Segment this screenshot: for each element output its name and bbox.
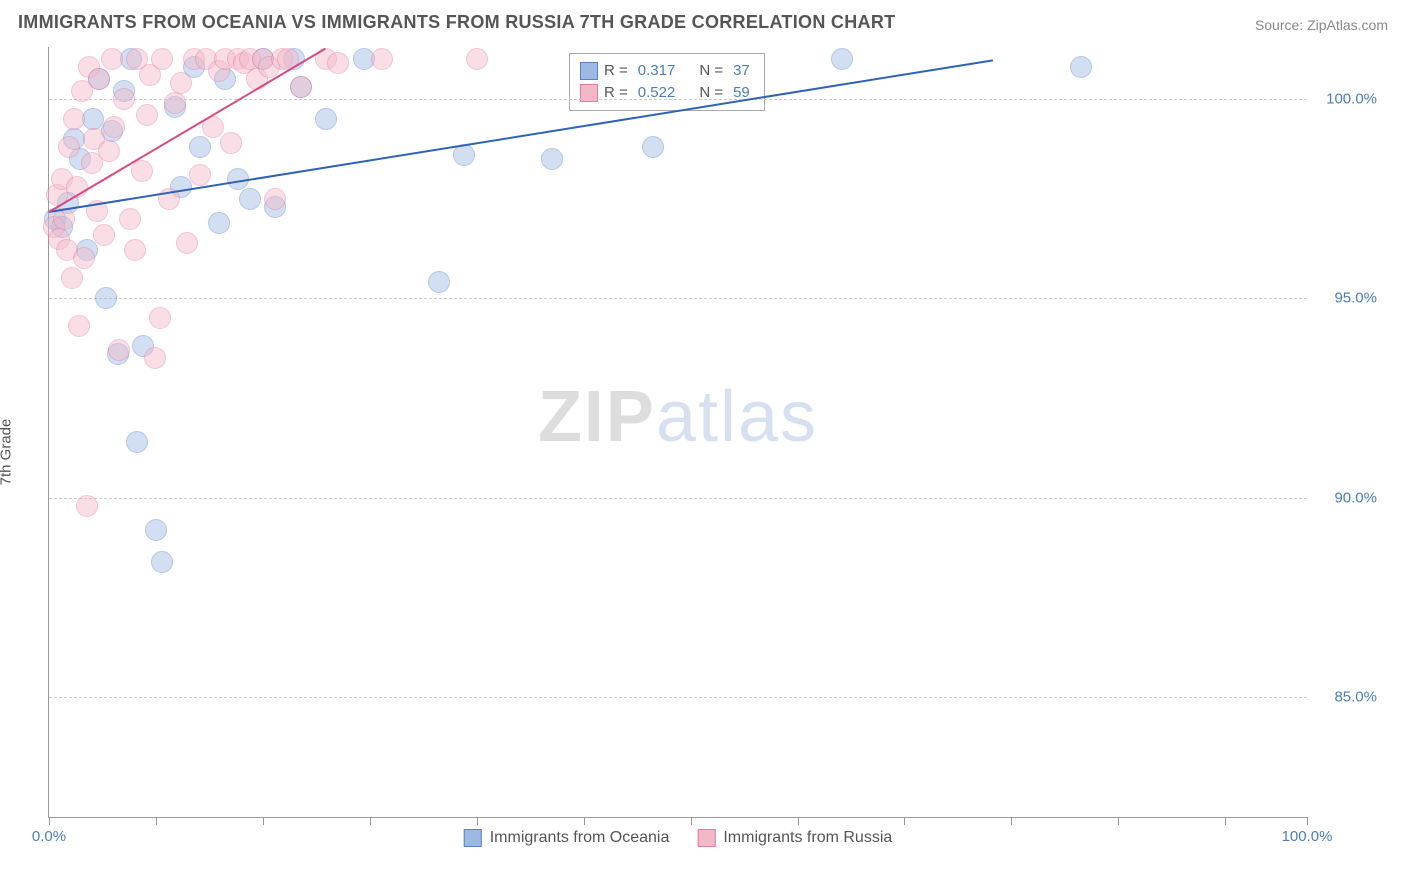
data-point xyxy=(371,48,393,70)
x-tick xyxy=(1307,817,1308,825)
data-point xyxy=(264,188,286,210)
legend-swatch xyxy=(464,829,482,847)
data-point xyxy=(176,232,198,254)
data-point xyxy=(149,307,171,329)
legend-swatch xyxy=(580,62,598,80)
gridline xyxy=(49,298,1307,299)
chart-title: IMMIGRANTS FROM OCEANIA VS IMMIGRANTS FR… xyxy=(18,12,895,33)
data-point xyxy=(189,164,211,186)
x-tick xyxy=(584,817,585,825)
source-attribution: Source: ZipAtlas.com xyxy=(1255,17,1388,33)
data-point xyxy=(208,212,230,234)
chart-container: 7th Grade ZIPatlas R = 0.317 N = 37 R = 0.522… xyxy=(0,37,1406,867)
gridline xyxy=(49,697,1307,698)
data-point xyxy=(73,247,95,269)
data-point xyxy=(327,52,349,74)
data-point xyxy=(98,140,120,162)
legend-swatch xyxy=(697,829,715,847)
x-tick xyxy=(1225,817,1226,825)
data-point xyxy=(144,347,166,369)
y-tick-label: 90.0% xyxy=(1317,489,1377,506)
y-tick-label: 95.0% xyxy=(1317,290,1377,307)
data-point xyxy=(68,315,90,337)
legend-n-label: N = xyxy=(699,82,723,104)
data-point xyxy=(642,136,664,158)
x-tick xyxy=(370,817,371,825)
data-point xyxy=(428,271,450,293)
data-point xyxy=(145,519,167,541)
data-point xyxy=(119,208,141,230)
data-point xyxy=(101,48,123,70)
data-point xyxy=(93,224,115,246)
data-point xyxy=(831,48,853,70)
x-tick xyxy=(477,817,478,825)
watermark: ZIPatlas xyxy=(538,376,818,458)
data-point xyxy=(315,108,337,130)
data-point xyxy=(164,92,186,114)
legend-r-value: 0.522 xyxy=(638,82,676,104)
data-point xyxy=(541,148,563,170)
data-point xyxy=(113,88,135,110)
series-legend-label: Immigrants from Russia xyxy=(723,829,892,847)
legend-r-value: 0.317 xyxy=(638,60,676,82)
data-point xyxy=(220,132,242,154)
x-tick-label: 0.0% xyxy=(32,828,66,845)
data-point xyxy=(58,136,80,158)
data-point xyxy=(124,239,146,261)
series-legend-item: Immigrants from Russia xyxy=(697,829,892,847)
x-tick xyxy=(156,817,157,825)
series-legend-label: Immigrants from Oceania xyxy=(490,829,670,847)
legend-row: R =0.522N =59 xyxy=(580,82,754,104)
x-tick xyxy=(1011,817,1012,825)
legend-r-label: R = xyxy=(604,60,628,82)
y-tick-label: 85.0% xyxy=(1317,689,1377,706)
x-tick xyxy=(691,817,692,825)
data-point xyxy=(290,76,312,98)
data-point xyxy=(63,108,85,130)
legend-n-value: 37 xyxy=(733,60,750,82)
watermark-atlas: atlas xyxy=(656,377,818,457)
watermark-zip: ZIP xyxy=(538,377,656,457)
y-tick-label: 100.0% xyxy=(1317,90,1377,107)
data-point xyxy=(1070,56,1092,78)
data-point xyxy=(95,287,117,309)
data-point xyxy=(103,116,125,138)
data-point xyxy=(131,160,153,182)
data-point xyxy=(61,267,83,289)
data-point xyxy=(151,48,173,70)
data-point xyxy=(151,551,173,573)
data-point xyxy=(189,136,211,158)
data-point xyxy=(88,68,110,90)
data-point xyxy=(170,72,192,94)
series-legend: Immigrants from Oceania Immigrants from R… xyxy=(464,829,893,847)
data-point xyxy=(466,48,488,70)
legend-r-label: R = xyxy=(604,82,628,104)
data-point xyxy=(239,188,261,210)
header: IMMIGRANTS FROM OCEANIA VS IMMIGRANTS FR… xyxy=(0,0,1406,37)
x-tick xyxy=(1118,817,1119,825)
x-tick xyxy=(904,817,905,825)
series-legend-item: Immigrants from Oceania xyxy=(464,829,670,847)
legend-row: R = 0.317 N = 37 xyxy=(580,60,754,82)
data-point xyxy=(108,339,130,361)
x-tick xyxy=(263,817,264,825)
plot-area: ZIPatlas R =0.317N =37R =0.522N =59 Immi… xyxy=(48,47,1307,818)
data-point xyxy=(76,495,98,517)
x-tick xyxy=(49,817,50,825)
x-tick xyxy=(798,817,799,825)
legend-n-label: N = xyxy=(699,60,723,82)
data-point xyxy=(126,431,148,453)
gridline xyxy=(49,498,1307,499)
y-axis-label: 7th Grade xyxy=(0,419,15,486)
x-tick-label: 100.0% xyxy=(1282,828,1333,845)
data-point xyxy=(136,104,158,126)
